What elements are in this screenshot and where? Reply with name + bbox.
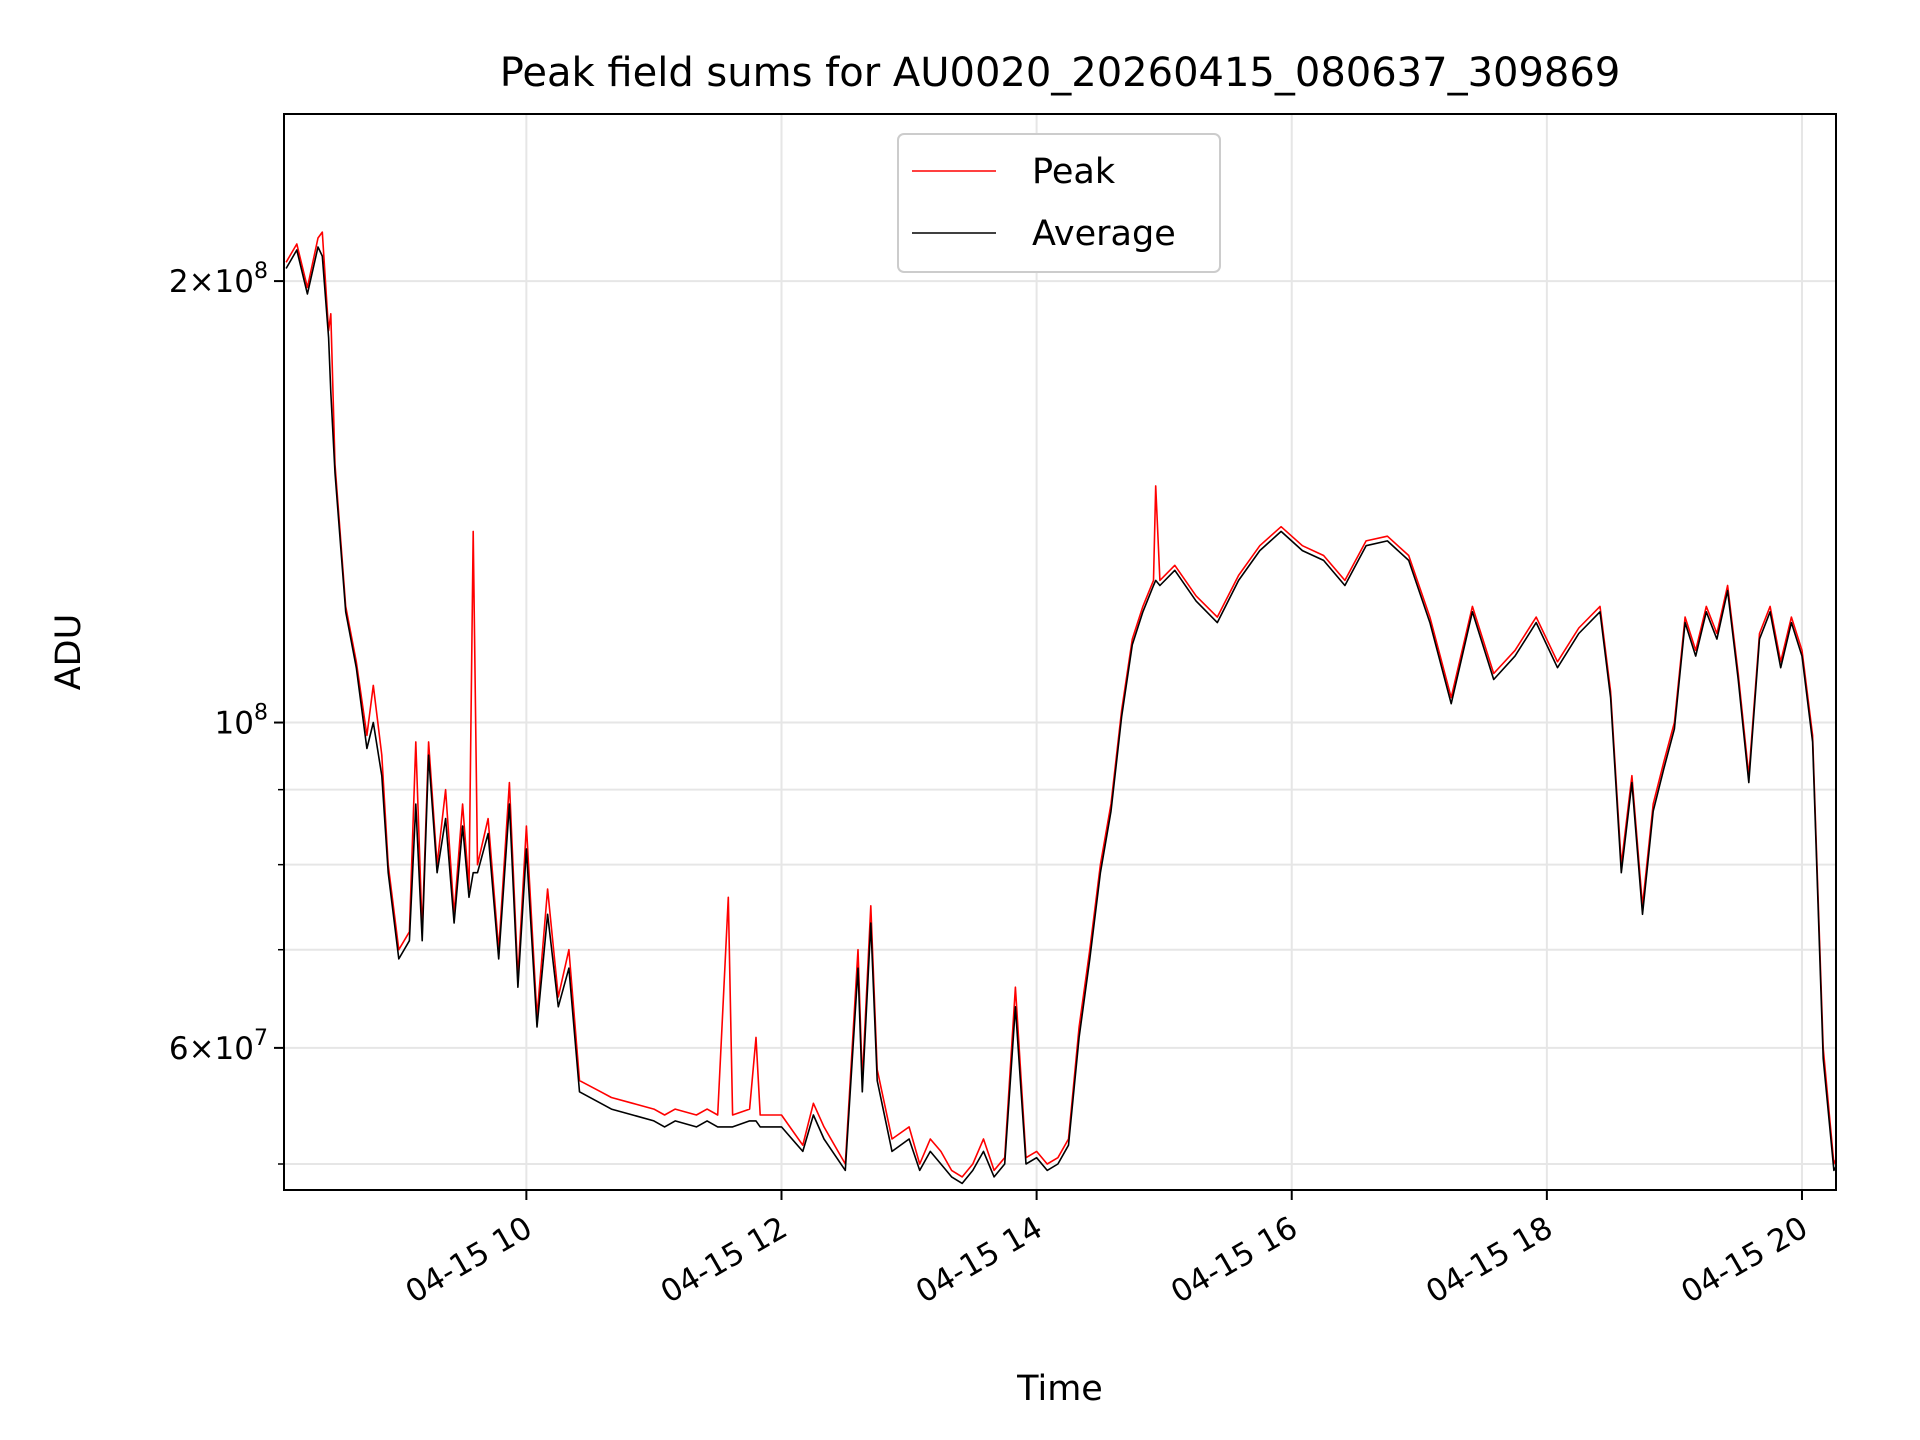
y-tick-label: 2×108 bbox=[169, 259, 268, 300]
series-layer bbox=[285, 231, 1836, 1185]
plot-frame bbox=[283, 113, 1837, 1191]
legend-label-peak: Peak bbox=[1032, 152, 1116, 192]
legend-label-average: Average bbox=[1032, 214, 1176, 254]
x-axis-label: Time bbox=[1016, 1369, 1103, 1409]
y-axis: 6×107 108 2×108 bbox=[169, 259, 284, 1165]
legend: Peak Average bbox=[897, 133, 1221, 273]
y-tick-label: 108 bbox=[215, 701, 268, 742]
chart-title: Peak field sums for AU0020_20260415_0806… bbox=[500, 50, 1621, 96]
y-tick-label: 6×107 bbox=[169, 1026, 268, 1067]
series-line-peak bbox=[285, 231, 1836, 1178]
legend-box bbox=[897, 133, 1221, 273]
y-axis-label: ADU bbox=[49, 614, 89, 691]
series-line-average bbox=[285, 246, 1836, 1185]
